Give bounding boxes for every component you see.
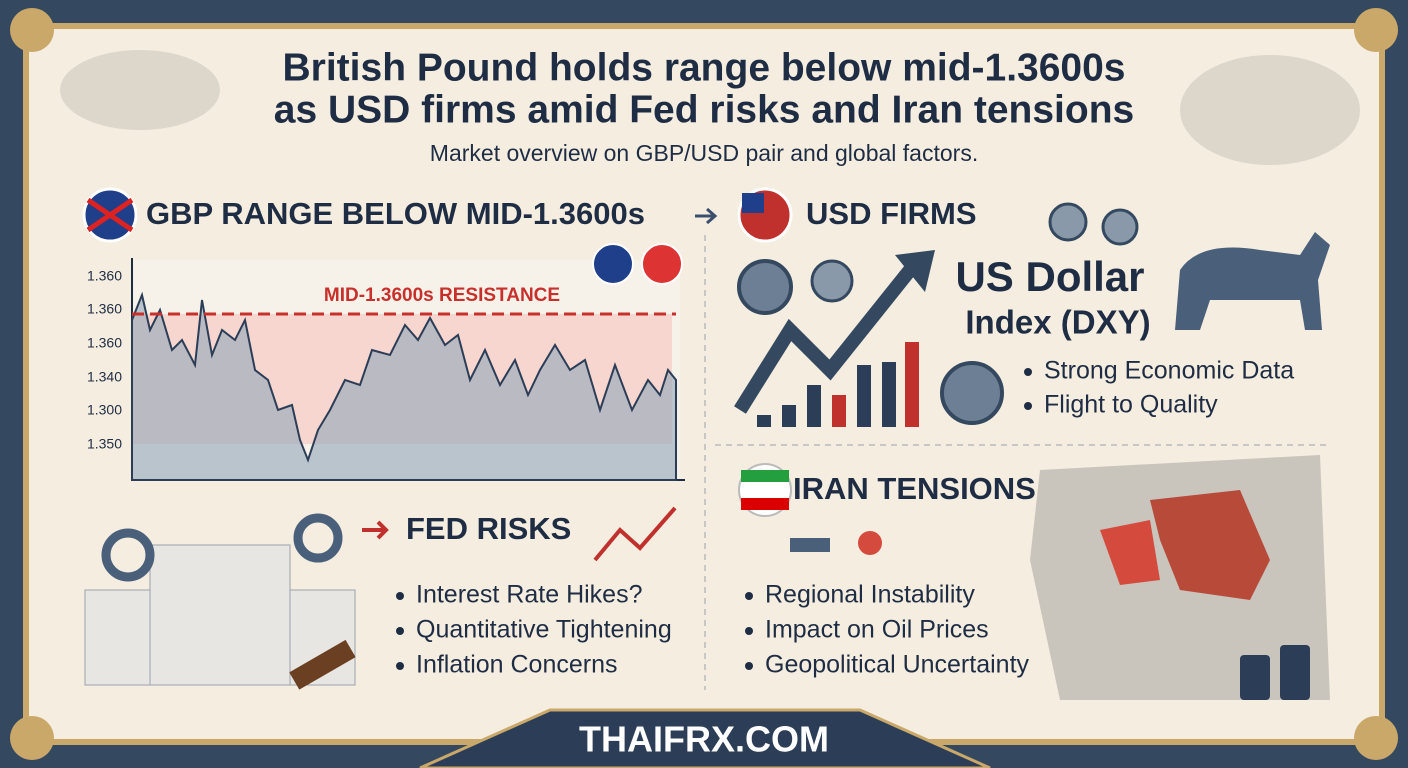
bar-icon	[807, 385, 821, 427]
trend-arrow	[734, 265, 916, 414]
bar-icon	[832, 395, 846, 427]
bullet-text: Interest Rate Hikes?	[416, 581, 643, 609]
axis-label: 1.360	[87, 301, 122, 317]
bullet-text: Quantitative Tightening	[416, 616, 672, 644]
iraq-region	[1100, 520, 1160, 585]
bar-icon	[857, 365, 871, 427]
section-heading: IRAN TENSIONS	[793, 471, 1036, 506]
axis-label: 1.360	[87, 268, 122, 284]
gear	[101, 528, 155, 582]
footer-banner	[419, 708, 991, 768]
coin	[940, 361, 1004, 425]
subtitle: Market overview on GBP/USD pair and glob…	[430, 140, 978, 166]
us-flag	[641, 243, 683, 285]
map-shape	[60, 50, 220, 130]
coin	[737, 259, 793, 315]
map-shape	[1180, 55, 1360, 165]
section-heading: FED RISKS	[406, 511, 571, 546]
bullet-dot	[1024, 402, 1032, 410]
bullet-text: Inflation Concerns	[416, 651, 618, 679]
iran-flag-green	[741, 470, 789, 482]
corner-coin	[10, 8, 54, 52]
trend-icon	[593, 506, 677, 562]
bullet-dot	[745, 662, 753, 670]
bullet-dot	[396, 627, 404, 635]
bullet-dot	[1024, 368, 1032, 376]
coin	[810, 259, 854, 303]
bullet-dot	[745, 592, 753, 600]
gear	[293, 513, 343, 563]
title-line: British Pound holds range below mid-1.36…	[283, 46, 1126, 89]
bullet-dot	[745, 627, 753, 635]
bullet-text: Impact on Oil Prices	[765, 616, 989, 644]
coin	[1101, 208, 1139, 246]
bull	[1175, 232, 1330, 330]
iran-region	[1150, 490, 1270, 600]
uk-flag-cross	[86, 197, 134, 233]
bullet-text: Strong Economic Data	[1044, 357, 1294, 385]
axis-label: 1.360	[87, 335, 122, 351]
bullet-text: Regional Instability	[765, 581, 975, 609]
axis-label: 1.350	[87, 436, 122, 452]
iran-flag-red	[741, 498, 789, 510]
uk-flag	[592, 243, 634, 285]
us-flag-canton	[742, 193, 764, 213]
corner-coin	[1354, 716, 1398, 760]
axis-label: 1.340	[87, 369, 122, 385]
coin	[1048, 202, 1088, 242]
bar-icon	[905, 342, 919, 427]
footer-site: THAIFRX.COM	[579, 719, 829, 760]
oil-barrel	[1240, 655, 1270, 700]
bar-icon	[782, 405, 796, 427]
oil-barrel	[1280, 645, 1310, 700]
bullet-dot	[396, 662, 404, 670]
section-heading: USD FIRMS	[806, 196, 977, 231]
title-line: as USD firms amid Fed risks and Iran ten…	[274, 88, 1134, 131]
bullet-text: Geopolitical Uncertainty	[765, 651, 1030, 679]
index-title: Index (DXY)	[965, 304, 1150, 341]
price-line	[131, 291, 677, 481]
bar-icon	[882, 362, 896, 427]
fed-building	[149, 544, 291, 686]
resistance-label: MID-1.3600s RESISTANCE	[324, 285, 560, 306]
axis-label: 1.300	[87, 402, 122, 418]
arrow	[362, 520, 389, 540]
bullet-text: Flight to Quality	[1044, 391, 1218, 419]
gavel	[289, 639, 356, 690]
corner-coin	[1354, 8, 1398, 52]
trend-arrow-head	[895, 250, 935, 292]
index-title: US Dollar	[955, 253, 1144, 300]
tank-icon	[790, 538, 830, 552]
corner-coin	[10, 716, 54, 760]
section-heading: GBP RANGE BELOW MID-1.3600s	[146, 196, 645, 231]
explosion-icon	[858, 531, 882, 555]
fed-building	[84, 589, 151, 686]
bar-icon	[757, 415, 771, 427]
bullet-dot	[396, 592, 404, 600]
arrow	[695, 207, 718, 225]
